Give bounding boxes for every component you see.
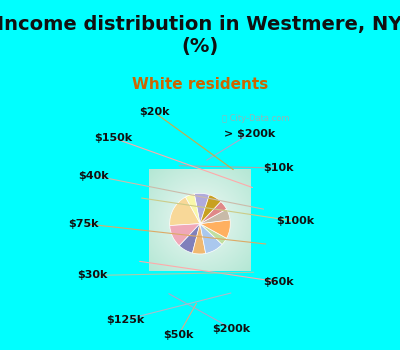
Text: White residents: White residents <box>132 77 268 92</box>
Wedge shape <box>170 197 200 225</box>
Wedge shape <box>200 195 221 224</box>
Wedge shape <box>179 224 200 253</box>
Text: $200k: $200k <box>212 323 251 334</box>
Text: $40k: $40k <box>78 171 109 181</box>
Wedge shape <box>200 202 226 224</box>
Wedge shape <box>185 194 200 224</box>
Text: ⓘ City-Data.com: ⓘ City-Data.com <box>222 114 289 123</box>
Text: $150k: $150k <box>94 133 132 143</box>
Wedge shape <box>192 224 206 254</box>
Text: $30k: $30k <box>78 271 108 280</box>
Wedge shape <box>200 224 226 244</box>
Text: > $200k: > $200k <box>224 129 275 139</box>
Text: $125k: $125k <box>106 315 144 325</box>
Text: Income distribution in Westmere, NY
(%): Income distribution in Westmere, NY (%) <box>0 15 400 56</box>
Text: $50k: $50k <box>163 330 194 340</box>
Wedge shape <box>200 209 230 224</box>
Text: $100k: $100k <box>276 216 314 226</box>
Wedge shape <box>170 224 200 246</box>
Wedge shape <box>194 193 209 224</box>
Text: $20k: $20k <box>139 107 170 118</box>
Wedge shape <box>200 224 222 253</box>
Wedge shape <box>200 220 230 238</box>
Text: $75k: $75k <box>68 219 99 229</box>
Text: $10k: $10k <box>263 163 294 173</box>
Text: $60k: $60k <box>263 277 294 287</box>
